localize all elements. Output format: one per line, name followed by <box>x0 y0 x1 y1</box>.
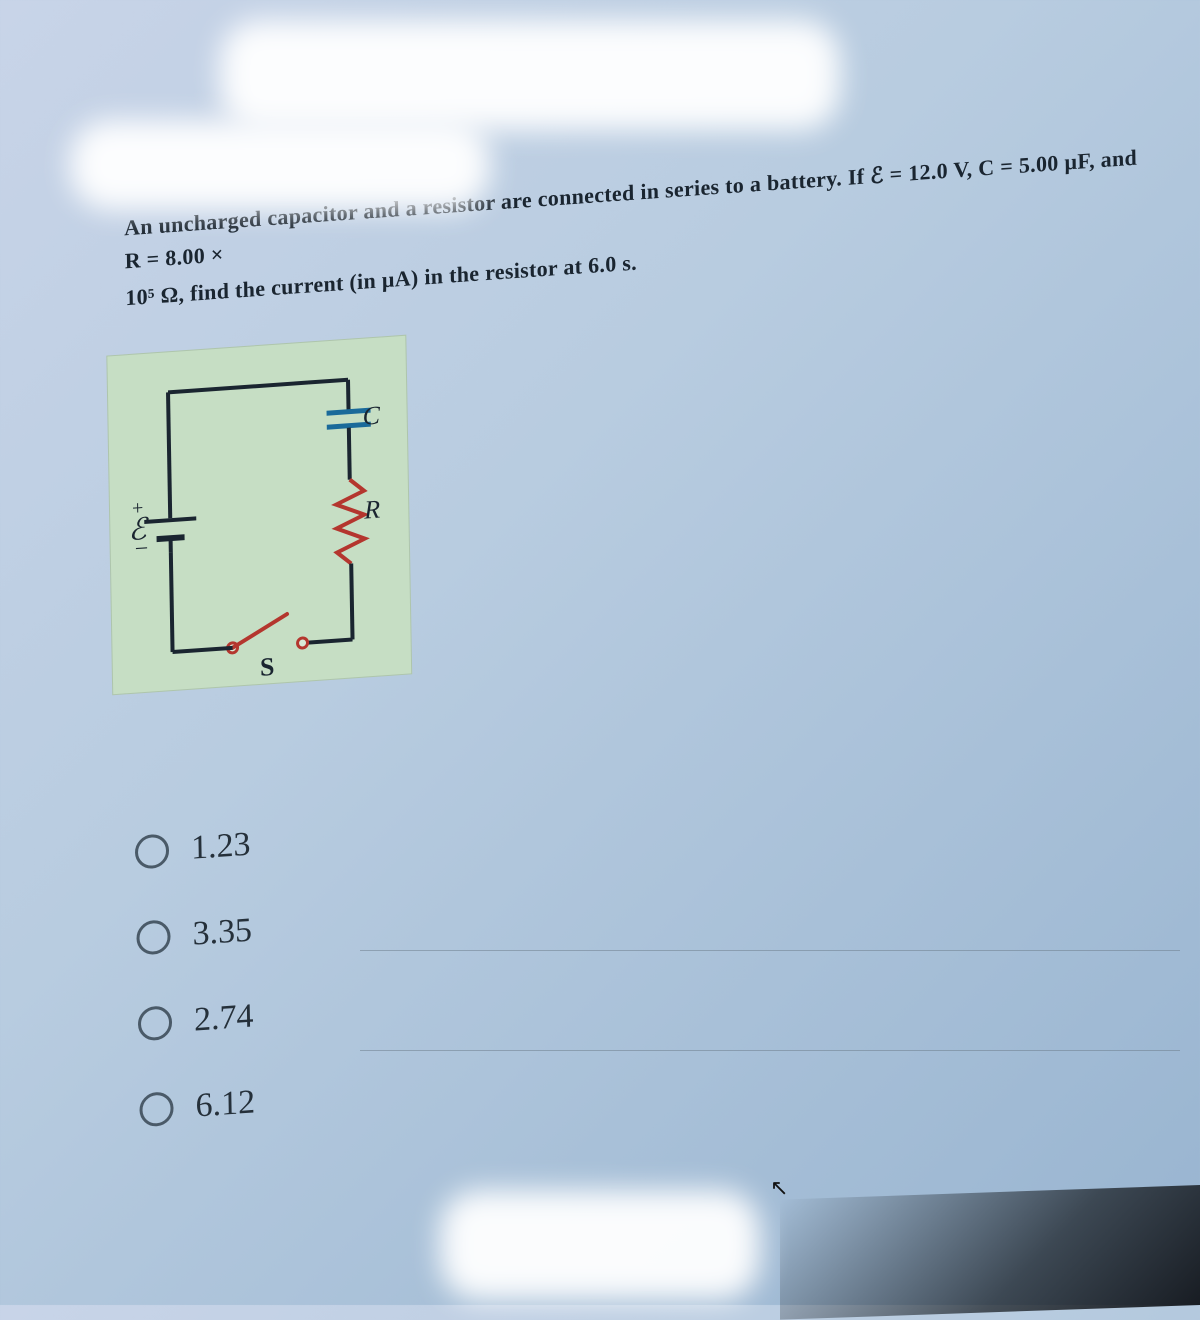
mouse-cursor-icon: ↖ <box>770 1175 788 1201</box>
svg-text:R: R <box>363 495 380 525</box>
answer-option-label: 1.23 <box>191 826 251 868</box>
svg-text:S: S <box>260 652 275 682</box>
answer-option-label: 6.12 <box>195 1083 255 1125</box>
answer-option-label: 2.74 <box>194 997 254 1039</box>
answer-options: 1.23 3.35 2.74 6.12 <box>135 762 1160 1129</box>
radio-icon[interactable] <box>139 1091 174 1127</box>
svg-text:ℰ: ℰ <box>128 513 150 547</box>
screen-bezel-shadow <box>780 1185 1200 1320</box>
radio-icon[interactable] <box>135 833 170 869</box>
glare-patch <box>70 120 490 210</box>
radio-icon[interactable] <box>138 1005 173 1041</box>
radio-icon[interactable] <box>136 919 171 955</box>
answer-option[interactable]: 6.12 <box>139 1020 1160 1129</box>
divider-line <box>360 1050 1180 1051</box>
svg-text:C: C <box>362 401 380 431</box>
answer-option[interactable]: 3.35 <box>136 848 1157 957</box>
divider-line <box>360 950 1180 951</box>
answer-option-label: 3.35 <box>192 912 252 954</box>
circuit-diagram: +−ℰCRS <box>106 335 412 696</box>
glare-patch <box>440 1190 760 1300</box>
glare-patch <box>220 20 840 130</box>
answer-option[interactable]: 1.23 <box>135 762 1156 871</box>
